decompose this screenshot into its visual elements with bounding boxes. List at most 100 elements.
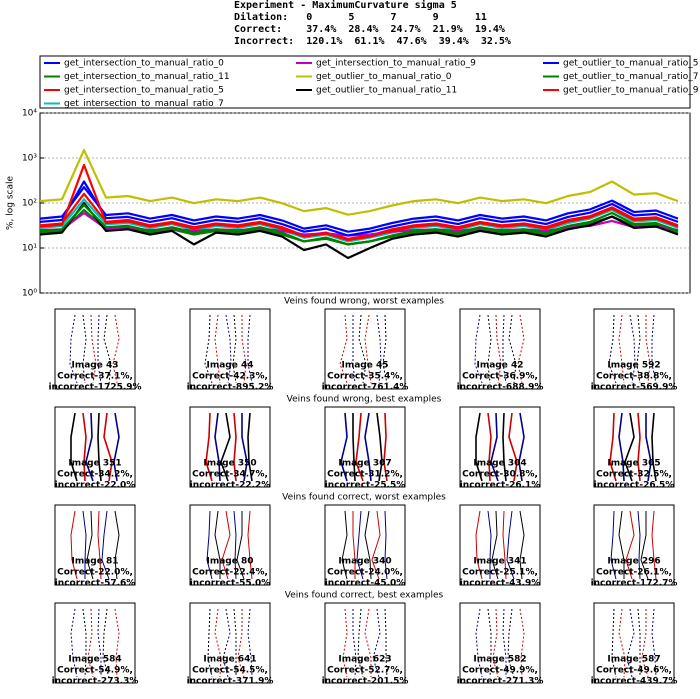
incorrect-label: incorrect-569.9% [591,383,678,393]
thumbnail [324,504,406,586]
series-line [39,192,679,240]
vein-sketch [339,314,348,384]
vein-sketch [86,510,94,580]
vein-sketch [372,608,381,678]
correct-label: Correct-49.9%, [462,666,538,676]
thumbnail [324,406,406,488]
vein-sketch [502,608,507,677]
incorrect-label: incorrect-172.7% [591,579,678,589]
vein-sketch [205,412,213,482]
image-label: Image 305 [607,459,660,469]
vein-sketch [625,510,635,580]
gallery-title: Veins found wrong, worst examples [284,297,444,307]
vein-sketch [651,608,657,678]
y-tick-label: 10³ [22,154,37,164]
vein-sketch [624,412,635,482]
correct-label: Correct-32.5%, [596,470,672,480]
vein-sketch [97,608,102,677]
correct-label: Correct-22.4%, [192,568,268,578]
vein-sketch [241,413,248,482]
correct-label: Correct-22.0%, [57,568,133,578]
vein-sketch [517,314,525,384]
series-line [39,204,679,246]
thumbnail [593,308,675,390]
vein-sketch [69,314,78,384]
incorrect-label: incorrect-22.2% [190,481,271,491]
vein-sketch [70,510,78,580]
correct-label: Correct-54.9%, [57,666,133,676]
correct-label: Correct-34.2%, [57,470,133,480]
image-label: Image 584 [68,655,121,665]
header-line: Dilation: 0 5 7 9 11 [234,11,487,23]
vein-sketch [474,314,483,384]
header-title: Experiment - MaximumCurvature sigma 5 [234,0,457,11]
correct-label: Correct-42.3%, [192,372,268,382]
vein-sketch [70,412,78,482]
legend-label: get_intersection_to_manual_ratio_9 [316,59,476,69]
legend-label: get_intersection_to_manual_ratio_0 [64,59,224,69]
legend-frame [39,55,691,109]
correct-label: Correct-37.1%, [57,372,133,382]
incorrect-label: incorrect-761.4% [322,383,409,393]
vein-sketch [225,314,232,384]
vein-sketch [508,412,518,482]
vein-sketch [364,608,372,677]
thumbnail [324,602,406,684]
y-tick-label: 10² [22,199,37,209]
thumbnail [189,308,271,390]
thumbnail [459,308,541,390]
correct-label: Correct-24.0%, [327,568,403,578]
thumbnail [324,308,406,390]
thumbnail [459,602,541,684]
incorrect-label: incorrect-371.9% [187,677,274,687]
correct-label: Correct-38.8%, [596,372,672,382]
correct-label: Correct-30.8%, [462,470,538,480]
vein-sketch [502,510,507,580]
correct-label: Correct-25.1%, [462,568,538,578]
image-label: Image 42 [476,361,523,371]
vein-sketch [247,412,253,482]
image-label: Image 43 [71,361,118,371]
image-label: Image 587 [607,655,660,665]
thumbnail [459,406,541,488]
series-line [39,180,679,237]
vein-sketch [611,608,617,678]
series-line [39,201,679,260]
vein-sketch [232,314,237,384]
vein-sketch [207,608,213,678]
vein-sketch [113,412,120,482]
correct-label: Correct-49.6%, [596,666,672,676]
incorrect-label: incorrect-895.2% [187,383,274,393]
vein-sketch [352,609,357,678]
vein-sketch [357,608,364,678]
vein-sketch [233,412,237,482]
vein-sketch [214,412,221,482]
vein-sketch [609,412,617,482]
vein-sketch [490,412,499,482]
incorrect-label: incorrect-45.0% [325,579,406,589]
correct-label: Correct-52.7%, [327,666,403,676]
vein-sketch [384,510,388,580]
y-axis-label: %, log scale [6,176,16,231]
image-label: Image 592 [607,361,660,371]
vein-sketch [382,314,388,384]
vein-sketch [352,413,356,482]
vein-sketch [651,510,657,580]
incorrect-label: incorrect-273.3% [52,677,139,687]
vein-sketch [384,608,388,678]
gallery-title: Veins found correct, best examples [285,591,444,601]
vein-sketch [645,315,651,384]
vein-sketch [97,510,102,580]
vein-sketch [247,314,253,384]
vein-sketch [221,510,231,580]
vein-sketch [87,608,94,678]
vein-sketch [608,314,617,384]
vein-sketch [376,412,383,482]
vein-sketch [475,608,483,678]
vein-sketch [114,510,120,580]
series-line [39,149,679,216]
vein-sketch [237,609,245,678]
image-label: Image 45 [341,361,388,371]
header-line: Incorrect: 120.1% 61.1% 47.6% 39.4% 32.5… [234,36,511,47]
thumbnail [54,406,136,488]
